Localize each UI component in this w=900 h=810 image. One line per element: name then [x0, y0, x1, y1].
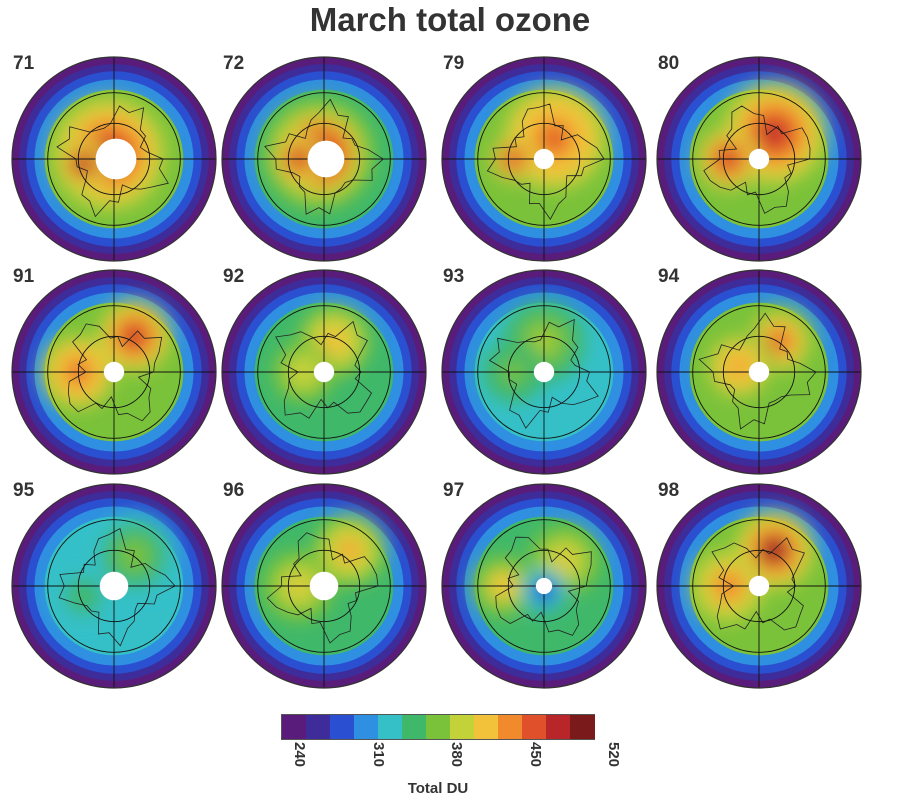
polar-night-hole — [95, 138, 137, 180]
ozone-blob — [77, 590, 90, 603]
colorbar-segment — [378, 715, 403, 739]
colorbar-segment — [474, 715, 499, 739]
ozone-map-panel: 98 — [655, 480, 873, 700]
colorbar-tick-label: 380 — [448, 742, 465, 768]
polar-map — [11, 483, 217, 689]
map-outline — [656, 483, 862, 689]
ozone-map-panel: 96 — [220, 480, 438, 700]
year-label: 97 — [440, 480, 468, 502]
polar-night-hole — [307, 140, 345, 178]
polar-map — [656, 269, 862, 475]
polar-night-hole — [313, 361, 335, 383]
polar-map — [656, 56, 862, 262]
map-outline — [11, 56, 217, 262]
ozone-map-panel: 80 — [655, 53, 873, 273]
colorbar-segment — [570, 715, 595, 739]
colorbar — [281, 714, 595, 740]
polar-map — [221, 483, 427, 689]
colorbar-label: Total DU — [407, 780, 469, 797]
ozone-blob — [544, 128, 565, 149]
year-label: 72 — [220, 53, 248, 75]
map-outline — [441, 483, 647, 689]
year-label: 93 — [440, 266, 468, 288]
map-outline — [11, 269, 217, 475]
polar-map — [656, 483, 862, 689]
colorbar-segment — [546, 715, 571, 739]
year-label: 94 — [655, 266, 683, 288]
ozone-map-panel: 93 — [440, 266, 658, 486]
ozone-map-panel: 95 — [10, 480, 228, 700]
ozone-blob — [342, 543, 357, 558]
polar-map — [441, 483, 647, 689]
polar-night-hole — [103, 361, 125, 383]
year-label: 96 — [220, 480, 248, 502]
colorbar-segment — [306, 715, 331, 739]
map-outline — [441, 56, 647, 262]
ozone-map-panel: 91 — [10, 266, 228, 486]
year-label: 91 — [10, 266, 38, 288]
colorbar-segment — [450, 715, 475, 739]
polar-night-hole — [99, 571, 129, 601]
polar-map — [441, 269, 647, 475]
map-outline — [656, 269, 862, 475]
ozone-map-panel: 79 — [440, 53, 658, 273]
polar-map — [221, 56, 427, 262]
map-outline — [221, 483, 427, 689]
colorbar-segment — [426, 715, 451, 739]
ozone-map-panel: 97 — [440, 480, 658, 700]
colorbar-segment — [330, 715, 355, 739]
map-outline — [221, 56, 427, 262]
colorbar-tick-label: 240 — [291, 742, 308, 768]
ozone-blob — [127, 329, 142, 344]
ozone-blob — [766, 542, 783, 559]
page-title: March total ozone — [309, 1, 591, 38]
year-label: 71 — [10, 53, 38, 75]
year-label: 92 — [220, 266, 248, 288]
polar-night-hole — [309, 571, 339, 601]
year-label: 79 — [440, 53, 468, 75]
ozone-map-panel: 92 — [220, 266, 438, 486]
polar-night-hole — [748, 575, 770, 597]
ozone-map-panel: 71 — [10, 53, 228, 273]
polar-map — [441, 56, 647, 262]
polar-night-hole — [533, 361, 555, 383]
polar-map — [11, 56, 217, 262]
map-outline — [441, 269, 647, 475]
colorbar-segment — [498, 715, 523, 739]
colorbar-tick-label: 520 — [605, 742, 622, 768]
colorbar-segment — [282, 715, 307, 739]
polar-night-hole — [748, 148, 770, 170]
map-outline — [656, 56, 862, 262]
map-outline — [11, 483, 217, 689]
ozone-map-panel: 72 — [220, 53, 438, 273]
colorbar-tick-label: 310 — [369, 742, 387, 768]
colorbar-tick-label: 450 — [526, 742, 544, 768]
ozone-blob — [557, 553, 572, 568]
polar-map — [11, 269, 217, 475]
colorbar-segment — [402, 715, 427, 739]
year-label: 80 — [655, 53, 683, 75]
polar-map — [221, 269, 427, 475]
polar-night-hole — [533, 148, 555, 170]
colorbar-segment — [354, 715, 379, 739]
year-label: 98 — [655, 480, 683, 502]
ozone-blob — [327, 334, 342, 349]
ozone-blob — [78, 159, 89, 170]
map-outline — [221, 269, 427, 475]
ozone-map-panel: 94 — [655, 266, 873, 486]
polar-night-hole — [748, 361, 770, 383]
ozone-blob — [731, 359, 746, 375]
year-label: 95 — [10, 480, 38, 502]
polar-night-hole — [535, 577, 553, 595]
colorbar-segment — [522, 715, 547, 739]
